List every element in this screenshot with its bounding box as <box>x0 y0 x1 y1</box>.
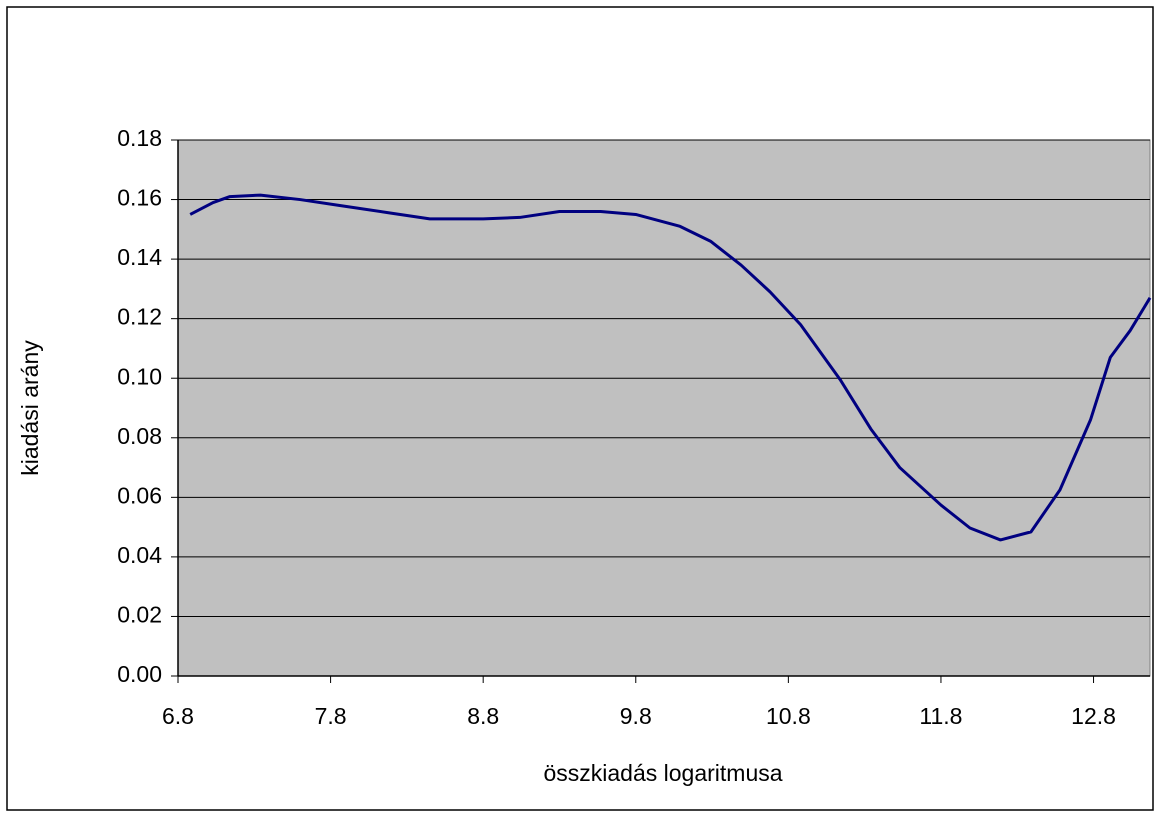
x-tick-label: 11.8 <box>919 703 962 729</box>
y-tick-label: 0.18 <box>117 125 162 151</box>
y-tick-label: 0.04 <box>117 542 162 568</box>
y-axis-label: kiadási arány <box>17 340 43 476</box>
y-tick-label: 0.06 <box>117 482 162 508</box>
y-tick-label: 0.14 <box>117 244 162 270</box>
x-axis-label: összkiadás logaritmusa <box>543 760 782 786</box>
y-tick-label: 0.02 <box>117 602 162 628</box>
plot-area <box>177 139 1151 677</box>
data-line <box>189 193 1152 542</box>
x-tick-label: 9.8 <box>620 703 652 729</box>
y-tick-label: 0.12 <box>117 304 162 330</box>
y-tick-label: 0.10 <box>117 363 162 389</box>
x-tick-label: 12.8 <box>1071 703 1116 729</box>
x-tick-label: 6.8 <box>162 703 194 729</box>
x-tick-label: 8.8 <box>467 703 499 729</box>
y-tick-label: 0.00 <box>117 661 162 687</box>
x-tick-label: 7.8 <box>315 703 347 729</box>
x-tick-label: 10.8 <box>766 703 811 729</box>
y-tick-label: 0.16 <box>117 185 162 211</box>
y-tick-label: 0.08 <box>117 423 162 449</box>
